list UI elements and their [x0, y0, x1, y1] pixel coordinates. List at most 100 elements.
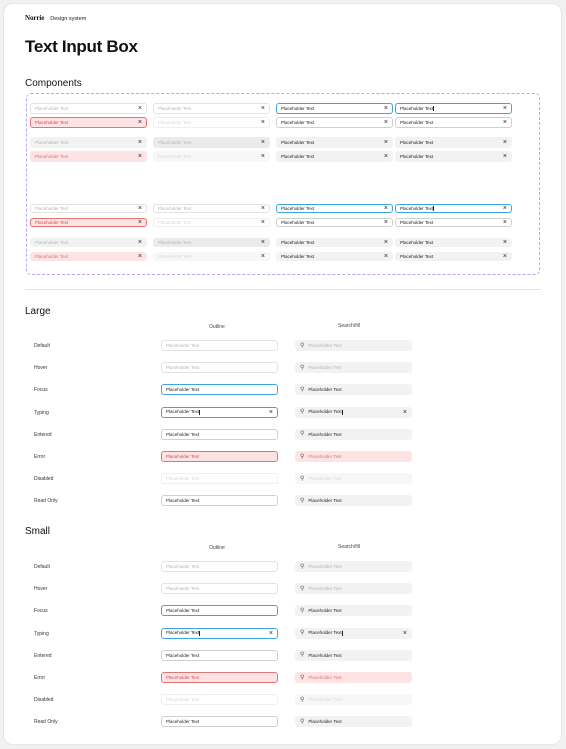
close-icon[interactable]: × — [268, 408, 273, 416]
close-icon[interactable]: × — [137, 119, 142, 126]
large-searchfill-input[interactable]: ⚲ Placeholder Text — [295, 495, 412, 507]
close-icon[interactable]: × — [502, 105, 507, 112]
large-outline-input[interactable]: Placeholder Text × — [161, 406, 278, 418]
large-outline-input[interactable]: Placeholder Text — [161, 451, 278, 462]
close-icon[interactable]: × — [383, 119, 388, 126]
input-text: Placeholder Text — [308, 630, 343, 636]
component-input[interactable]: Placeholder Text × — [276, 137, 393, 148]
close-icon[interactable]: × — [260, 119, 265, 126]
component-input[interactable]: Placeholder Text × — [30, 204, 147, 213]
close-icon[interactable]: × — [502, 219, 507, 226]
component-input[interactable]: Placeholder Text × — [395, 117, 512, 128]
component-input[interactable]: Placeholder Text × — [395, 137, 512, 148]
close-icon[interactable]: × — [383, 219, 388, 226]
close-icon[interactable]: × — [137, 153, 142, 160]
close-icon[interactable]: × — [260, 105, 265, 112]
close-icon[interactable]: × — [383, 153, 388, 160]
close-icon[interactable]: × — [383, 105, 388, 112]
component-input[interactable]: Placeholder Text × — [153, 103, 270, 114]
close-icon[interactable]: × — [137, 219, 142, 226]
component-input[interactable]: Placeholder Text × — [153, 238, 270, 247]
close-icon[interactable]: × — [137, 253, 142, 260]
close-icon[interactable]: × — [502, 253, 507, 260]
large-searchfill-input[interactable]: ⚲ Placeholder Text — [295, 384, 412, 396]
close-icon[interactable]: × — [402, 629, 407, 637]
component-input[interactable]: Placeholder Text × — [30, 238, 147, 247]
large-outline-input[interactable]: Placeholder Text — [161, 495, 278, 507]
component-input[interactable]: Placeholder Text × — [395, 252, 512, 261]
large-outline-input[interactable]: Placeholder Text — [161, 428, 278, 440]
close-icon[interactable]: × — [260, 153, 265, 160]
close-icon[interactable]: × — [260, 139, 265, 146]
component-input[interactable]: Placeholder Text × — [153, 204, 270, 213]
small-searchfill-input[interactable]: ⚲ Placeholder Text — [295, 672, 412, 683]
component-input[interactable]: Placeholder Text × — [30, 252, 147, 261]
small-outline-input[interactable]: Placeholder Text — [161, 605, 278, 617]
small-searchfill-input[interactable]: ⚲ Placeholder Text × — [295, 627, 412, 639]
close-icon[interactable]: × — [137, 205, 142, 212]
small-searchfill-input[interactable]: ⚲ Placeholder Text — [295, 649, 412, 661]
close-icon[interactable]: × — [383, 205, 388, 212]
close-icon[interactable]: × — [383, 139, 388, 146]
close-icon[interactable]: × — [260, 239, 265, 246]
close-icon[interactable]: × — [260, 205, 265, 212]
close-icon[interactable]: × — [502, 119, 507, 126]
close-icon[interactable]: × — [260, 219, 265, 226]
large-outline-input[interactable]: Placeholder Text — [161, 384, 278, 396]
component-input[interactable]: Placeholder Text × — [395, 151, 512, 162]
component-input[interactable]: Placeholder Text × — [153, 137, 270, 148]
component-input[interactable]: Placeholder Text × — [30, 117, 147, 128]
close-icon[interactable]: × — [502, 239, 507, 246]
close-icon[interactable]: × — [402, 408, 407, 416]
large-searchfill-input[interactable]: ⚲ Placeholder Text — [295, 428, 412, 440]
component-input[interactable]: Placeholder Text × — [276, 151, 393, 162]
small-outline-input[interactable]: Placeholder Text — [161, 716, 278, 728]
small-searchfill-input[interactable]: ⚲ Placeholder Text — [295, 605, 412, 617]
close-icon[interactable]: × — [502, 205, 507, 212]
close-icon[interactable]: × — [137, 239, 142, 246]
component-input[interactable]: Placeholder Text × — [395, 238, 512, 247]
small-searchfill-input[interactable]: ⚲ Placeholder Text — [295, 716, 412, 728]
close-icon[interactable]: × — [502, 139, 507, 146]
component-input[interactable]: Placeholder Text × — [276, 117, 393, 128]
component-input[interactable]: Placeholder Text × — [30, 151, 147, 162]
close-icon[interactable]: × — [260, 253, 265, 260]
close-icon[interactable]: × — [268, 629, 273, 637]
component-input[interactable]: Placeholder Text × — [276, 238, 393, 247]
component-input[interactable]: Placeholder Text × — [276, 252, 393, 261]
large-searchfill-input[interactable]: ⚲ Placeholder Text — [295, 451, 412, 462]
small-outline-input[interactable]: Placeholder Text — [161, 672, 278, 683]
small-outline-input[interactable]: Placeholder Text × — [161, 627, 278, 639]
breadcrumb[interactable]: Design system — [50, 16, 87, 22]
small-searchfill-input[interactable]: ⚲ Placeholder Text — [295, 561, 412, 572]
input-text: Placeholder Text — [35, 140, 69, 145]
component-input[interactable]: Placeholder Text × — [276, 103, 393, 114]
input-text: Placeholder Text — [35, 220, 69, 225]
component-input[interactable]: Placeholder Text × — [30, 218, 147, 227]
close-icon[interactable]: × — [383, 253, 388, 260]
component-input[interactable]: Placeholder Text × — [30, 137, 147, 148]
large-outline-input[interactable]: Placeholder Text — [161, 340, 278, 351]
component-input[interactable]: Placeholder Text × — [395, 218, 512, 227]
component-input[interactable]: Placeholder Text × — [395, 204, 512, 213]
input-text: Placeholder Text — [166, 343, 200, 348]
large-searchfill-input[interactable]: ⚲ Placeholder Text × — [295, 406, 412, 418]
component-input[interactable]: Placeholder Text × — [30, 103, 147, 114]
component-input[interactable]: Placeholder Text × — [276, 218, 393, 227]
small-heading: Small — [25, 526, 51, 537]
small-outline-input[interactable]: Placeholder Text — [161, 583, 278, 595]
large-searchfill-input[interactable]: ⚲ Placeholder Text — [295, 340, 412, 351]
large-outline-input[interactable]: Placeholder Text — [161, 362, 278, 374]
component-input[interactable]: Placeholder Text × — [395, 103, 512, 114]
close-icon[interactable]: × — [137, 105, 142, 112]
close-icon[interactable]: × — [137, 139, 142, 146]
large-searchfill-input[interactable]: ⚲ Placeholder Text — [295, 362, 412, 374]
input-text: Placeholder Text — [158, 120, 192, 125]
small-outline-input[interactable]: Placeholder Text — [161, 561, 278, 572]
close-icon[interactable]: × — [383, 239, 388, 246]
close-icon[interactable]: × — [502, 153, 507, 160]
component-input[interactable]: Placeholder Text × — [276, 204, 393, 213]
small-searchfill-input[interactable]: ⚲ Placeholder Text — [295, 583, 412, 595]
small-outline-input[interactable]: Placeholder Text — [161, 649, 278, 661]
small-state-label: Default — [34, 564, 50, 570]
